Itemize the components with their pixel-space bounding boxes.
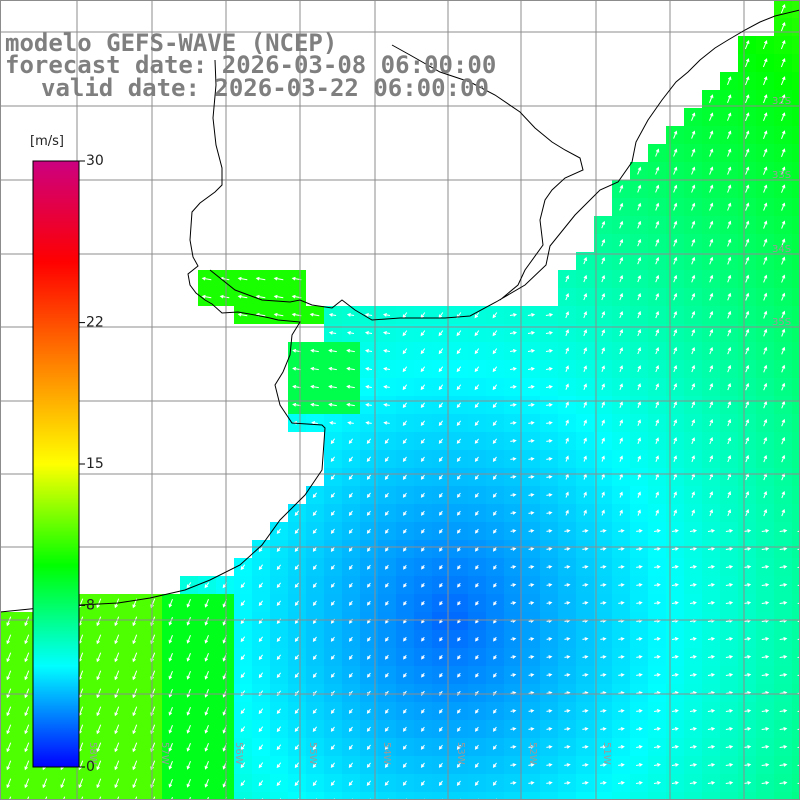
latitude-labels: 32S 33S 34S 35S xyxy=(772,96,791,328)
latitude-label: 35S xyxy=(772,317,791,328)
longitude-label: 53W xyxy=(455,742,466,765)
colorbar-tick-label: 30 xyxy=(86,153,104,169)
longitude-label: 52W xyxy=(527,742,538,765)
colorbar-scale xyxy=(32,160,80,768)
title-model: modelo GEFS-WAVE (NCEP) xyxy=(5,29,338,57)
latitude-label: 32S xyxy=(772,96,791,107)
longitude-label: 57W xyxy=(159,742,170,765)
colorbar-tick-label: 0 xyxy=(86,759,95,775)
longitude-label: 54W xyxy=(381,742,392,765)
longitude-label: 55W xyxy=(307,742,318,765)
title-valid-date: valid date: 2026-03-22 06:00:00 xyxy=(41,74,489,102)
title-forecast-date: forecast date: 2026-03-08 06:00:00 xyxy=(5,51,497,79)
wind-arrows xyxy=(6,3,800,800)
colorbar-ticks: 30 22 15 8 0 xyxy=(79,153,104,775)
colorbar: 30 22 15 8 0 xyxy=(32,153,104,775)
colorbar-tick-label: 15 xyxy=(86,456,104,472)
colorbar-tick-label: 22 xyxy=(86,315,104,331)
longitude-label: 56W xyxy=(233,742,244,765)
longitude-label: 58W xyxy=(87,742,98,765)
latitude-label: 33S xyxy=(772,170,791,181)
coastline xyxy=(0,9,800,613)
latitude-label: 34S xyxy=(772,244,791,255)
colorbar-unit: [m/s] xyxy=(30,134,64,149)
longitude-labels: 58W 57W 56W 55W 54W 53W 52W 51W xyxy=(87,742,612,765)
colorbar-tick-label: 8 xyxy=(86,597,95,613)
longitude-label: 51W xyxy=(601,742,612,765)
